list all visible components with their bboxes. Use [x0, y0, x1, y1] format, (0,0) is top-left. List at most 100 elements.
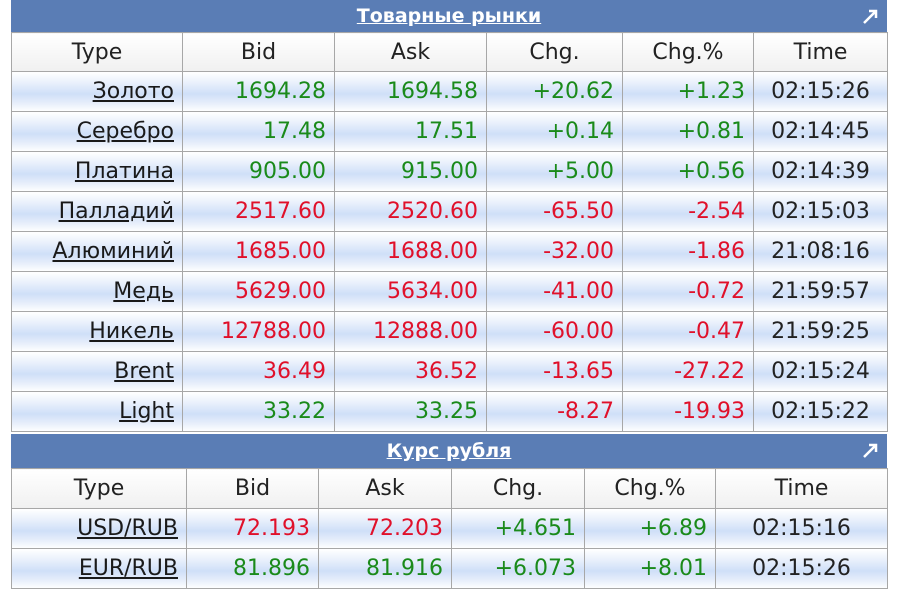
time-cell: 02:15:16 [715, 508, 888, 549]
chg-pct-cell: +0.56 [622, 151, 754, 192]
ask-cell: 2520.60 [334, 191, 487, 232]
chg-pct-cell: +8.01 [584, 548, 716, 589]
bid-cell: 33.22 [182, 391, 335, 432]
column-header-chg: Chg. [451, 468, 585, 509]
instrument-link[interactable]: Brent [114, 359, 174, 384]
table-row: USD/RUB 72.193 72.203 +4.651 +6.89 02:15:16 [11, 508, 888, 549]
time-cell: 02:15:24 [753, 351, 888, 392]
chg-pct-cell: -19.93 [622, 391, 754, 432]
bid-cell: 17.48 [182, 111, 335, 152]
time-cell: 02:15:22 [753, 391, 888, 432]
commodities-titlebar: Товарные рынки [11, 0, 887, 32]
column-header-type: Type [11, 32, 183, 72]
instrument-link[interactable]: Золото [92, 79, 174, 104]
bid-cell: 5629.00 [182, 271, 335, 312]
row-type-cell: Никель [11, 311, 183, 352]
table-row: Серебро 17.48 17.51 +0.14 +0.81 02:14:45 [11, 111, 888, 152]
chg-pct-cell: +0.81 [622, 111, 754, 152]
column-header-chg-pct: Chg.% [584, 468, 716, 509]
ask-cell: 12888.00 [334, 311, 487, 352]
row-type-cell: Палладий [11, 191, 183, 232]
ask-cell: 36.52 [334, 351, 487, 392]
table-row: Платина 905.00 915.00 +5.00 +0.56 02:14:39 [11, 151, 888, 192]
time-cell: 21:59:25 [753, 311, 888, 352]
table-row: Палладий 2517.60 2520.60 -65.50 -2.54 02:15:0… [11, 191, 888, 232]
chg-cell: +5.00 [486, 151, 623, 192]
ruble-panel: Курс рубля Type Bid Ask Chg. Chg.% Time … [11, 434, 888, 589]
bid-cell: 81.896 [186, 548, 319, 589]
table-row: Никель 12788.00 12888.00 -60.00 -0.47 21:59:2… [11, 311, 888, 352]
row-type-cell: Серебро [11, 111, 183, 152]
instrument-link[interactable]: Медь [113, 279, 174, 304]
instrument-link[interactable]: EUR/RUB [78, 556, 178, 581]
commodities-panel: Товарные рынки Type Bid Ask Chg. Chg.% T… [11, 0, 888, 432]
chg-pct-cell: +1.23 [622, 71, 754, 112]
bid-cell: 1685.00 [182, 231, 335, 272]
ask-cell: 17.51 [334, 111, 487, 152]
instrument-link[interactable]: Палладий [58, 199, 174, 224]
row-type-cell: Медь [11, 271, 183, 312]
ask-cell: 33.25 [334, 391, 487, 432]
column-header-chg-pct: Chg.% [622, 32, 754, 72]
chg-pct-cell: -0.47 [622, 311, 754, 352]
expand-icon[interactable] [861, 8, 879, 26]
row-type-cell: Алюминий [11, 231, 183, 272]
commodities-title-link[interactable]: Товарные рынки [356, 5, 542, 27]
column-header-chg: Chg. [486, 32, 623, 72]
expand-icon[interactable] [861, 442, 879, 460]
instrument-link[interactable]: Платина [74, 159, 174, 184]
row-type-cell: EUR/RUB [11, 548, 187, 589]
table-header-row: Type Bid Ask Chg. Chg.% Time [11, 32, 888, 72]
chg-cell: -65.50 [486, 191, 623, 232]
time-cell: 02:15:26 [715, 548, 888, 589]
bid-cell: 2517.60 [182, 191, 335, 232]
time-cell: 02:14:45 [753, 111, 888, 152]
chg-pct-cell: +6.89 [584, 508, 716, 549]
row-type-cell: Brent [11, 351, 183, 392]
table-row: EUR/RUB 81.896 81.916 +6.073 +8.01 02:15:26 [11, 548, 888, 589]
commodities-table: Type Bid Ask Chg. Chg.% Time Золото 1694.… [11, 32, 888, 432]
column-header-ask: Ask [318, 468, 452, 509]
time-cell: 21:08:16 [753, 231, 888, 272]
ruble-table: Type Bid Ask Chg. Chg.% Time USD/RUB 72.1… [11, 468, 888, 589]
chg-cell: -13.65 [486, 351, 623, 392]
table-row: Brent 36.49 36.52 -13.65 -27.22 02:15:24 [11, 351, 888, 392]
column-header-time: Time [753, 32, 888, 72]
table-row: Алюминий 1685.00 1688.00 -32.00 -1.86 21:08:1… [11, 231, 888, 272]
chg-pct-cell: -2.54 [622, 191, 754, 232]
row-type-cell: Золото [11, 71, 183, 112]
ask-cell: 915.00 [334, 151, 487, 192]
ask-cell: 1694.58 [334, 71, 487, 112]
instrument-link[interactable]: Light [119, 399, 174, 424]
chg-cell: -60.00 [486, 311, 623, 352]
chg-cell: -41.00 [486, 271, 623, 312]
row-type-cell: USD/RUB [11, 508, 187, 549]
ask-cell: 72.203 [318, 508, 452, 549]
ask-cell: 81.916 [318, 548, 452, 589]
time-cell: 21:59:57 [753, 271, 888, 312]
chg-pct-cell: -27.22 [622, 351, 754, 392]
instrument-link[interactable]: Серебро [76, 119, 174, 144]
instrument-link[interactable]: Никель [89, 319, 174, 344]
time-cell: 02:14:39 [753, 151, 888, 192]
ask-cell: 5634.00 [334, 271, 487, 312]
column-header-time: Time [715, 468, 888, 509]
table-header-row: Type Bid Ask Chg. Chg.% Time [11, 468, 888, 509]
chg-pct-cell: -0.72 [622, 271, 754, 312]
chg-cell: +6.073 [451, 548, 585, 589]
chg-pct-cell: -1.86 [622, 231, 754, 272]
chg-cell: -32.00 [486, 231, 623, 272]
time-cell: 02:15:26 [753, 71, 888, 112]
time-cell: 02:15:03 [753, 191, 888, 232]
ruble-title-link[interactable]: Курс рубля [386, 440, 512, 462]
table-row: Медь 5629.00 5634.00 -41.00 -0.72 21:59:57 [11, 271, 888, 312]
chg-cell: +20.62 [486, 71, 623, 112]
instrument-link[interactable]: Алюминий [52, 239, 174, 264]
bid-cell: 905.00 [182, 151, 335, 192]
chg-cell: +0.14 [486, 111, 623, 152]
instrument-link[interactable]: USD/RUB [77, 516, 178, 541]
column-header-bid: Bid [186, 468, 319, 509]
bid-cell: 72.193 [186, 508, 319, 549]
bid-cell: 36.49 [182, 351, 335, 392]
column-header-type: Type [11, 468, 187, 509]
